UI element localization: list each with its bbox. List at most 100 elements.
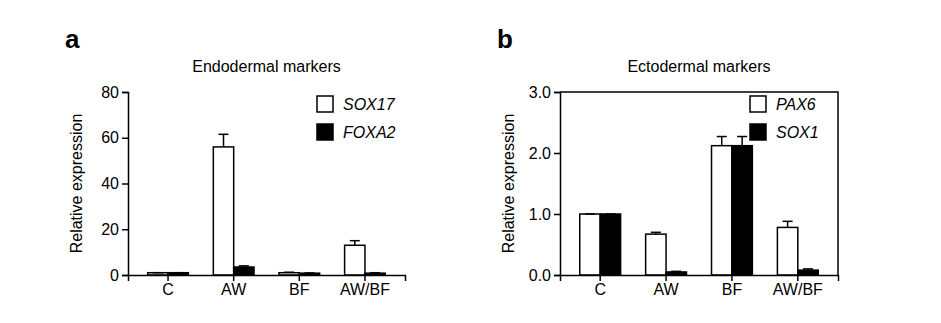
error-bar — [173, 272, 183, 273]
error-bar — [651, 232, 661, 234]
bar — [580, 214, 600, 275]
tick-label: C — [162, 281, 174, 298]
tick-label: AW — [653, 281, 679, 298]
bar — [732, 146, 752, 275]
tick-mark — [122, 138, 128, 140]
legend-swatch — [750, 96, 766, 112]
tick-mark — [554, 214, 560, 216]
title: Ectodermal markers — [627, 58, 770, 75]
tick-label: AW/BF — [340, 281, 390, 298]
error-line — [721, 137, 723, 146]
frame — [560, 92, 838, 275]
y-axis: 020406080 — [101, 84, 128, 284]
legend-swatch — [317, 96, 333, 112]
error-cap — [737, 136, 747, 138]
error-bar — [304, 272, 314, 273]
tick-mark — [731, 275, 733, 281]
error-cap — [651, 232, 661, 234]
error-cap — [153, 272, 163, 274]
error-cap — [350, 240, 360, 242]
error-bar — [350, 241, 360, 246]
tick-mark — [122, 229, 128, 231]
tick-mark — [554, 92, 560, 94]
error-cap — [239, 265, 249, 267]
error-bar — [671, 271, 681, 273]
bar — [234, 267, 254, 275]
error-bar — [370, 272, 380, 273]
tick-mark — [554, 275, 560, 277]
bar — [712, 146, 732, 275]
tick: 80 — [101, 84, 128, 101]
error-cap — [605, 213, 615, 215]
bar — [666, 272, 686, 275]
tick: C — [162, 275, 174, 298]
error-cap — [370, 272, 380, 274]
bar — [646, 234, 666, 275]
y-axis-title: Relative expression — [500, 114, 517, 254]
legend-swatch — [317, 124, 333, 140]
error-cap — [717, 136, 727, 138]
tick-mark — [122, 275, 128, 277]
x-axis: C AW BF AW/BF — [129, 275, 406, 298]
tick-mark — [599, 275, 601, 281]
tick-mark — [797, 275, 799, 281]
tick: 2.0 — [529, 145, 560, 162]
error-line — [741, 137, 743, 146]
legend-swatch — [750, 124, 766, 140]
bar — [600, 214, 620, 275]
tick-label: 0 — [110, 267, 119, 284]
tick-label: 0.0 — [529, 267, 551, 284]
error-line — [223, 134, 225, 147]
tick: 40 — [101, 175, 128, 192]
bar — [168, 273, 188, 275]
tick: 0 — [110, 267, 128, 284]
panel-letter: a — [65, 24, 80, 54]
tick: BF — [722, 275, 743, 298]
tick: 1.0 — [529, 206, 560, 223]
error-bar — [717, 137, 727, 146]
tick-label: 80 — [101, 84, 119, 101]
error-bar — [605, 214, 615, 215]
legend-label: SOX17 — [343, 96, 396, 113]
axis-line — [129, 276, 406, 282]
tick: AW/BF — [773, 275, 823, 298]
plot-marks — [580, 137, 818, 275]
tick-mark — [554, 153, 560, 155]
legend-label: FOXA2 — [343, 124, 396, 141]
plot-marks — [148, 134, 386, 275]
tick-label: BF — [289, 281, 310, 298]
x-axis: C AW BF AW/BF — [561, 275, 839, 298]
legend-label: SOX1 — [776, 124, 819, 141]
tick-label: BF — [722, 281, 743, 298]
error-bar — [783, 221, 793, 227]
axis-line — [561, 276, 839, 282]
tick-label: 2.0 — [529, 145, 551, 162]
bar — [365, 273, 385, 275]
tick: BF — [289, 275, 310, 298]
axis-line — [554, 93, 561, 276]
legend-label: PAX6 — [776, 96, 816, 113]
tick: 20 — [101, 221, 128, 238]
error-cap — [173, 272, 183, 274]
bar — [798, 270, 818, 275]
panel-letter: b — [497, 24, 513, 54]
error-cap — [219, 134, 229, 136]
tick-mark — [122, 183, 128, 185]
tick: C — [594, 275, 606, 298]
tick: AW — [221, 275, 247, 298]
bar — [777, 227, 797, 275]
bar — [213, 147, 233, 275]
panel: a Endodermal markers Relative expression 0 2… — [65, 24, 406, 298]
error-bar — [153, 272, 163, 273]
bar — [279, 273, 299, 275]
y-axis-title: Relative expression — [68, 114, 85, 254]
tick-label: AW — [221, 281, 247, 298]
title: Endodermal markers — [192, 58, 341, 75]
bar — [148, 273, 168, 275]
bar — [345, 245, 365, 275]
y-axis: 0.01.02.03.0 — [529, 84, 561, 284]
tick-label: C — [594, 281, 606, 298]
error-line — [787, 221, 789, 227]
tick: AW — [653, 275, 679, 298]
error-cap — [803, 268, 813, 270]
